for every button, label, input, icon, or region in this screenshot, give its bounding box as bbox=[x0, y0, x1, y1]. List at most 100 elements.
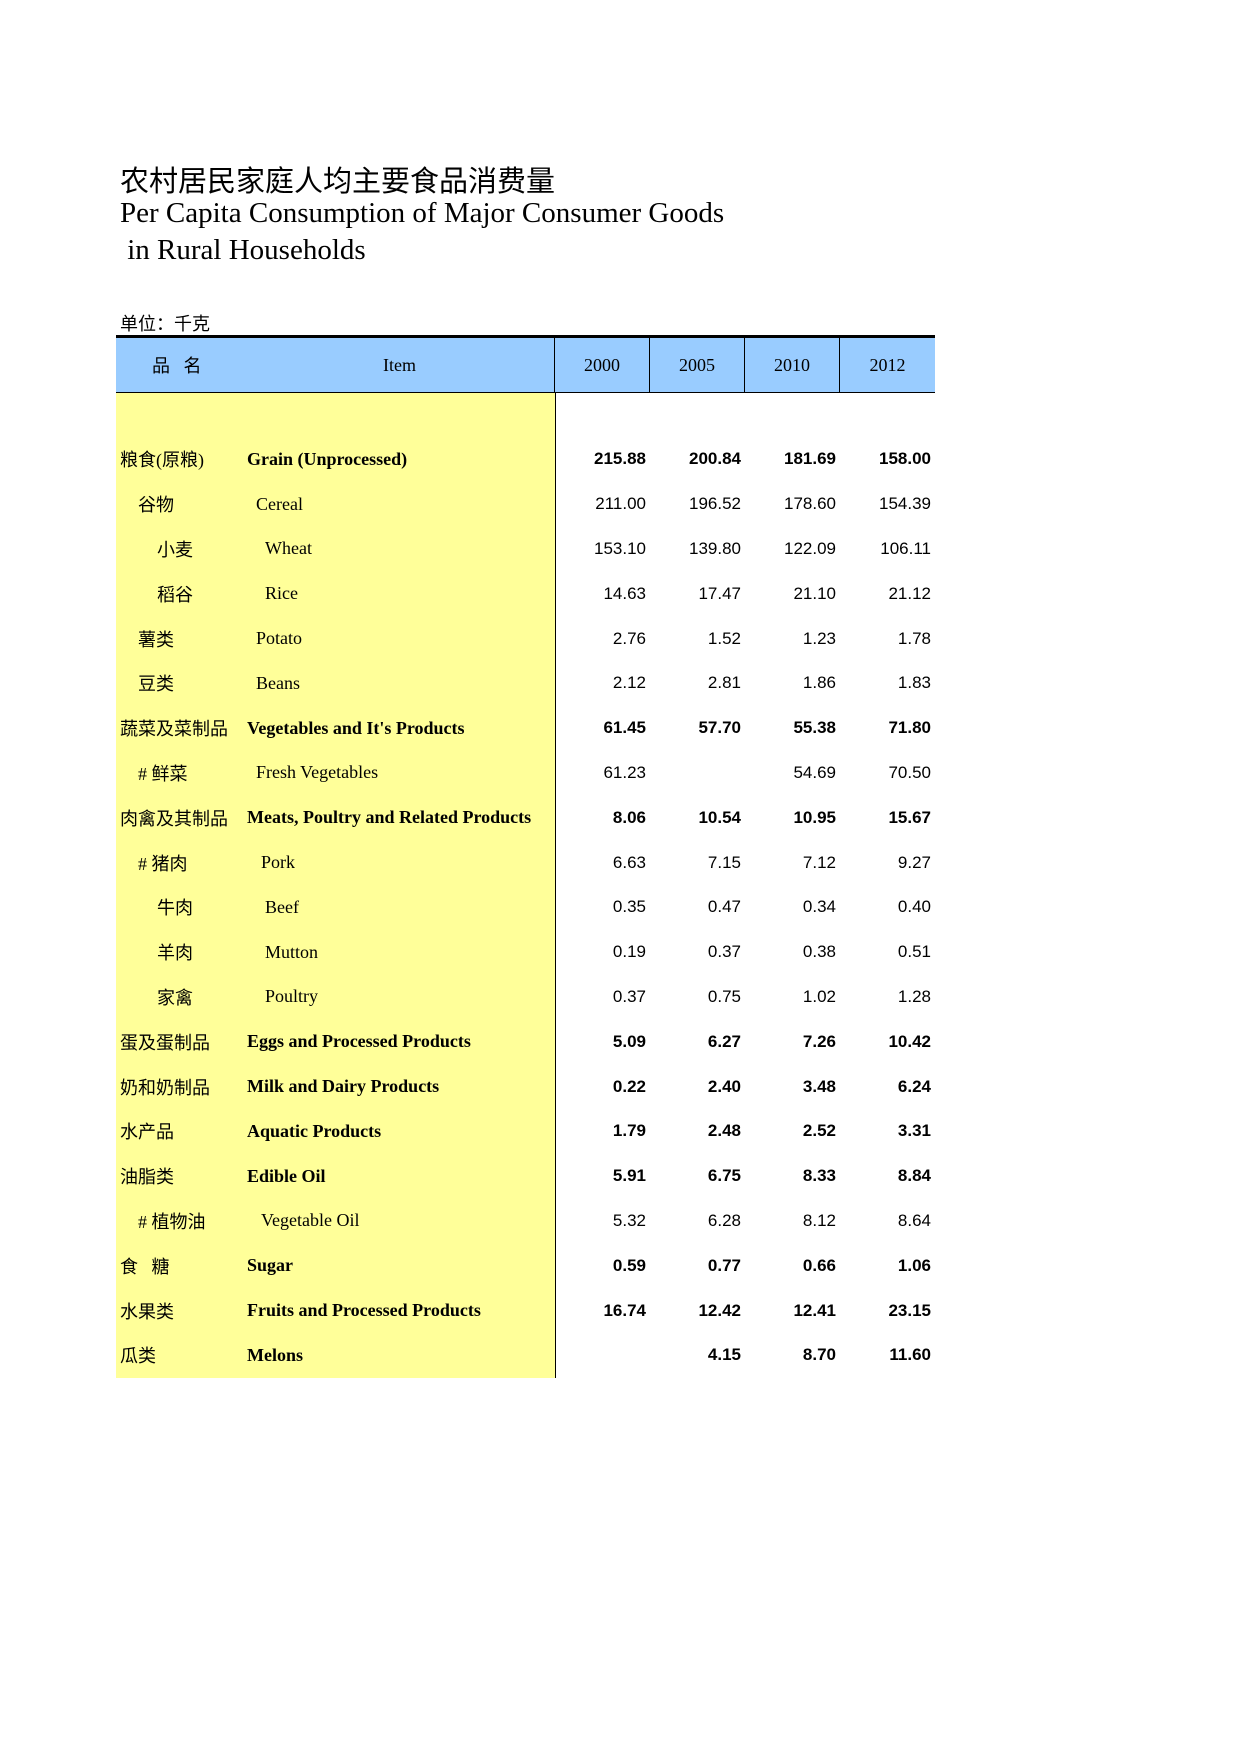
value-cell: 12.42 bbox=[698, 1300, 741, 1320]
value-cell: 0.47 bbox=[707, 897, 741, 917]
value-cell: 5.09 bbox=[612, 1031, 646, 1051]
value-cell: 4.15 bbox=[707, 1345, 741, 1365]
value-cell: 7.26 bbox=[802, 1031, 836, 1051]
table-row: 食 糖 Sugar 0.59 0.77 0.66 1.06 bbox=[116, 1243, 935, 1288]
value-cell: 0.38 bbox=[802, 942, 836, 962]
item-name-cn: 薯类 bbox=[138, 629, 174, 650]
value-cell: 9.27 bbox=[897, 852, 931, 872]
value-cell: 5.91 bbox=[612, 1166, 646, 1186]
item-name-en: Beans bbox=[256, 672, 300, 693]
blank-row bbox=[116, 393, 935, 437]
table-row: 蛋及蛋制品 Eggs and Processed Products 5.09 6.27… bbox=[116, 1019, 935, 1064]
item-name-en: Mutton bbox=[265, 941, 319, 962]
item-name-en: Pork bbox=[261, 852, 296, 873]
value-cell: 0.35 bbox=[612, 897, 646, 917]
item-name-en: Rice bbox=[265, 583, 298, 604]
item-name-en: Poultry bbox=[265, 986, 319, 1007]
value-cell: 139.80 bbox=[689, 538, 741, 558]
value-cell: 8.70 bbox=[802, 1345, 836, 1365]
table-row: # 猪肉 Pork 6.63 7.15 7.12 9.27 bbox=[116, 840, 935, 885]
value-cell: 1.83 bbox=[897, 673, 931, 693]
value-cell: 0.66 bbox=[802, 1255, 836, 1275]
table-row: 豆类 Beans 2.12 2.81 1.86 1.83 bbox=[116, 661, 935, 706]
item-name-en: Melons bbox=[247, 1344, 303, 1365]
item-name-cn: 豆类 bbox=[138, 674, 174, 695]
value-cell: 215.88 bbox=[594, 449, 646, 469]
value-cell: 106.11 bbox=[880, 538, 931, 558]
header-year: 2000 bbox=[555, 338, 650, 392]
header-year: 2005 bbox=[650, 338, 745, 392]
item-name-cn: # 植物油 bbox=[138, 1211, 206, 1232]
item-name-cn: 瓜类 bbox=[120, 1346, 156, 1367]
title-english-line1: Per Capita Consumption of Major Consumer… bbox=[120, 197, 725, 229]
value-cell: 158.00 bbox=[879, 449, 931, 469]
item-name-cn: 稻谷 bbox=[157, 584, 193, 605]
value-cell: 70.50 bbox=[888, 762, 931, 782]
value-cell: 8.06 bbox=[612, 807, 646, 827]
value-cell: 1.02 bbox=[802, 986, 836, 1006]
value-cell: 7.15 bbox=[707, 852, 741, 872]
item-name-cn: 奶和奶制品 bbox=[120, 1077, 210, 1098]
header-cn-item: 品 名 bbox=[152, 356, 202, 376]
value-cell: 122.09 bbox=[784, 538, 836, 558]
value-cell: 6.28 bbox=[707, 1210, 741, 1230]
table-row: 油脂类 Edible Oil 5.91 6.75 8.33 8.84 bbox=[116, 1154, 935, 1199]
value-cell: 8.64 bbox=[897, 1210, 931, 1230]
item-name-cn: # 猪肉 bbox=[138, 853, 188, 874]
value-cell: 211.00 bbox=[595, 494, 646, 514]
item-name-en: Aquatic Products bbox=[247, 1120, 382, 1141]
consumption-table: 品 名 Item 2000 2005 2010 2012 粮食(原粮) Grain… bbox=[116, 335, 935, 1378]
value-cell: 8.33 bbox=[802, 1166, 836, 1186]
value-cell: 10.42 bbox=[888, 1031, 931, 1051]
table-row: 稻谷 Rice 14.63 17.47 21.10 21.12 bbox=[116, 571, 935, 616]
value-cell: 154.39 bbox=[879, 494, 931, 514]
value-cell: 17.47 bbox=[698, 583, 741, 603]
value-cell: 7.12 bbox=[802, 852, 836, 872]
header-year: 2010 bbox=[745, 338, 840, 392]
value-cell: 1.78 bbox=[897, 628, 931, 648]
item-name-en: Wheat bbox=[265, 538, 312, 559]
table-row: 瓜类 Melons 4.15 8.70 11.60 bbox=[116, 1333, 935, 1378]
value-cell: 10.54 bbox=[698, 807, 741, 827]
value-cell: 61.45 bbox=[603, 718, 646, 738]
item-name-en: Fresh Vegetables bbox=[256, 762, 379, 783]
value-cell: 71.80 bbox=[888, 718, 931, 738]
table-row: 蔬菜及菜制品 Vegetables and It's Products 61.45 5… bbox=[116, 706, 935, 751]
item-name-cn: 食 糖 bbox=[120, 1256, 170, 1277]
value-cell: 0.77 bbox=[707, 1255, 741, 1275]
value-cell: 57.70 bbox=[698, 718, 741, 738]
value-cell: 8.84 bbox=[897, 1166, 931, 1186]
value-cell: 5.32 bbox=[612, 1210, 646, 1230]
item-name-cn: 小麦 bbox=[157, 539, 193, 560]
title-english-line2: in Rural Households bbox=[120, 234, 366, 266]
item-name-en: Milk and Dairy Products bbox=[247, 1076, 440, 1097]
item-name-cn: 粮食(原粮) bbox=[120, 450, 204, 471]
value-cell: 2.48 bbox=[707, 1121, 741, 1141]
value-cell: 2.12 bbox=[612, 673, 646, 693]
value-cell: 6.63 bbox=[612, 852, 646, 872]
value-cell: 3.31 bbox=[897, 1121, 931, 1141]
value-cell: 1.06 bbox=[897, 1255, 931, 1275]
value-cell: 0.51 bbox=[897, 942, 931, 962]
value-cell: 1.52 bbox=[707, 628, 741, 648]
table-header: 品 名 Item 2000 2005 2010 2012 bbox=[116, 335, 935, 393]
item-name-cn: 家禽 bbox=[157, 987, 193, 1008]
table-row: 水产品 Aquatic Products 1.79 2.48 2.52 3.31 bbox=[116, 1109, 935, 1154]
table-row: 水果类 Fruits and Processed Products 16.74 12.… bbox=[116, 1288, 935, 1333]
table-row: 家禽 Poultry 0.37 0.75 1.02 1.28 bbox=[116, 975, 935, 1020]
item-name-cn: 蔬菜及菜制品 bbox=[120, 719, 228, 740]
table-row: 奶和奶制品 Milk and Dairy Products 0.22 2.40 3.48… bbox=[116, 1064, 935, 1109]
table-row: 牛肉 Beef 0.35 0.47 0.34 0.40 bbox=[116, 885, 935, 930]
item-name-cn: # 鲜菜 bbox=[138, 763, 188, 784]
item-name-en: Beef bbox=[265, 896, 299, 917]
item-name-cn: 水产品 bbox=[120, 1122, 174, 1143]
value-cell: 1.23 bbox=[802, 628, 836, 648]
table-row: 羊肉 Mutton 0.19 0.37 0.38 0.51 bbox=[116, 930, 935, 975]
unit-label: 单位：千克 bbox=[120, 314, 210, 334]
value-cell: 6.75 bbox=[707, 1166, 741, 1186]
header-item: Item bbox=[245, 338, 555, 392]
table-row: 谷物 Cereal 211.00 196.52 178.60 154.39 bbox=[116, 482, 935, 527]
value-cell: 61.23 bbox=[603, 762, 646, 782]
value-cell: 1.86 bbox=[802, 673, 836, 693]
item-name-en: Vegetables and It's Products bbox=[247, 717, 465, 738]
